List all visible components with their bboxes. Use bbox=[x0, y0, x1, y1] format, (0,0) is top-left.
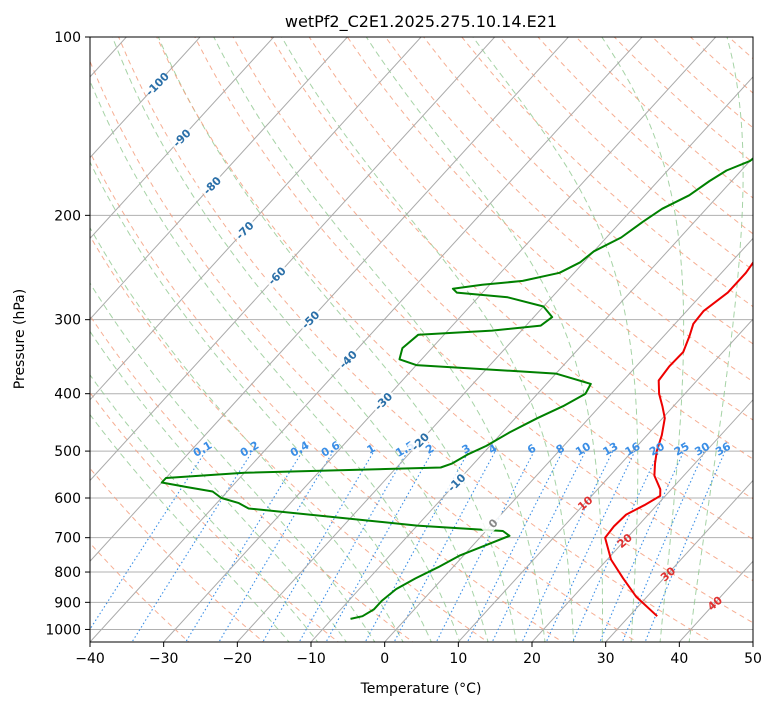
isotherm-label-bg bbox=[168, 124, 195, 151]
y-tick-label: 600 bbox=[54, 491, 81, 507]
mixing-ratio-line bbox=[521, 450, 614, 642]
x-tick-label: 20 bbox=[523, 651, 541, 667]
isotherm-label-bg bbox=[143, 70, 170, 97]
y-axis-ticks: 100 200 300 400 500 600 700 800 900 1000 bbox=[45, 30, 90, 638]
isotherm-line bbox=[310, 156, 753, 642]
isotherm-line bbox=[604, 479, 753, 642]
x-axis-label: Temperature (°C) bbox=[360, 681, 482, 697]
plot-frame bbox=[89, 36, 754, 643]
dry-adiabat-line bbox=[423, 37, 753, 345]
mixing-ratio-line bbox=[90, 450, 207, 631]
moist-adiabat-line bbox=[90, 374, 319, 642]
dry-adiabat-line bbox=[90, 60, 638, 642]
isotherm-line bbox=[90, 37, 570, 563]
isotherm-label-bg bbox=[369, 387, 397, 415]
isotherm-line bbox=[531, 399, 753, 642]
x-tick-label: −40 bbox=[75, 651, 105, 667]
isotherm-label-bg bbox=[406, 428, 433, 455]
isotherm-label-bg bbox=[263, 262, 290, 289]
isotherms bbox=[90, 37, 753, 642]
dry-adiabat-line bbox=[90, 151, 564, 642]
x-tick-label: −20 bbox=[223, 651, 253, 667]
y-tick-label: 400 bbox=[54, 387, 81, 403]
isotherm-label-bg bbox=[443, 469, 470, 496]
moist-adiabat-line bbox=[213, 37, 546, 642]
moist-adiabat-line bbox=[90, 413, 290, 642]
mixing-ratio-line bbox=[262, 450, 375, 642]
x-axis-ticks: −40 −30 −20 −10 0 10 20 30 40 50 bbox=[75, 642, 762, 667]
isotherm-label-bg bbox=[479, 509, 506, 537]
x-tick-label: 30 bbox=[597, 651, 615, 667]
moist-adiabat-line bbox=[90, 79, 461, 642]
dry-adiabat-line bbox=[194, 37, 753, 582]
dry-adiabat-line bbox=[90, 467, 265, 642]
mixing-ratio-line bbox=[435, 450, 535, 642]
y-tick-label: 1000 bbox=[45, 622, 81, 638]
isotherm-line bbox=[90, 37, 201, 159]
y-tick-label: 800 bbox=[54, 565, 81, 581]
plot-layer: 0.1 0.2 0.4 0.6 1 1.5 2 3 4 6 8 10 13 16 20 25 30 36-100-… bbox=[90, 37, 753, 642]
dry-adiabat-line bbox=[156, 37, 753, 624]
mixing-ratio-line bbox=[621, 450, 705, 642]
isotherm-label-bg bbox=[334, 345, 361, 373]
x-tick-label: −10 bbox=[296, 651, 326, 667]
moist-adiabat-line bbox=[90, 226, 404, 642]
isotherm-line bbox=[383, 237, 753, 642]
isotherm-line bbox=[457, 318, 753, 642]
temperature-trace bbox=[604, 261, 753, 617]
y-tick-label: 900 bbox=[54, 595, 81, 611]
moist-adiabat-line bbox=[111, 37, 489, 642]
mixing-ratio-line bbox=[185, 450, 304, 642]
isotherm-line bbox=[90, 37, 422, 401]
y-tick-label: 700 bbox=[54, 531, 81, 547]
x-tick-label: 50 bbox=[744, 651, 762, 667]
chart-title: wetPf2_C2E1.2025.275.10.14.E21 bbox=[285, 12, 557, 32]
isotherm-label-bg bbox=[231, 216, 258, 244]
y-tick-label: 200 bbox=[54, 208, 81, 224]
y-tick-label: 500 bbox=[54, 444, 81, 460]
isotherm-line bbox=[90, 37, 496, 482]
isotherm-label-bg bbox=[297, 306, 324, 333]
y-tick-label: 300 bbox=[54, 313, 81, 329]
mixing-ratio-line bbox=[364, 450, 470, 642]
plot-area bbox=[90, 37, 753, 642]
moist-adiabat-line bbox=[90, 282, 376, 642]
y-tick-label: 100 bbox=[54, 30, 81, 46]
dry-adiabat-line bbox=[90, 391, 340, 642]
mixing-ratio-line bbox=[393, 450, 496, 642]
x-tick-label: 10 bbox=[449, 651, 467, 667]
moist-adiabat-line bbox=[281, 37, 575, 642]
isotherm-label-bg bbox=[198, 171, 225, 199]
isotherm-line bbox=[90, 37, 643, 642]
moist-adiabat-line bbox=[472, 37, 639, 642]
dry-adiabat-line bbox=[308, 37, 753, 460]
x-tick-label: −30 bbox=[149, 651, 179, 667]
moist-adiabat-line bbox=[90, 161, 432, 642]
y-axis-label: Pressure (hPa) bbox=[12, 289, 28, 389]
mixing-ratio-line bbox=[545, 450, 636, 642]
isotherm-line bbox=[236, 76, 753, 642]
dry-adiabat-line bbox=[90, 235, 489, 642]
moist-adiabat-line bbox=[157, 37, 518, 642]
dry-adiabat-line bbox=[270, 37, 753, 500]
x-tick-label: 0 bbox=[380, 651, 389, 667]
isotherm-line bbox=[90, 37, 275, 240]
dry-adiabat-line bbox=[232, 37, 753, 540]
isotherm-line bbox=[90, 37, 349, 320]
x-tick-label: 40 bbox=[670, 651, 688, 667]
